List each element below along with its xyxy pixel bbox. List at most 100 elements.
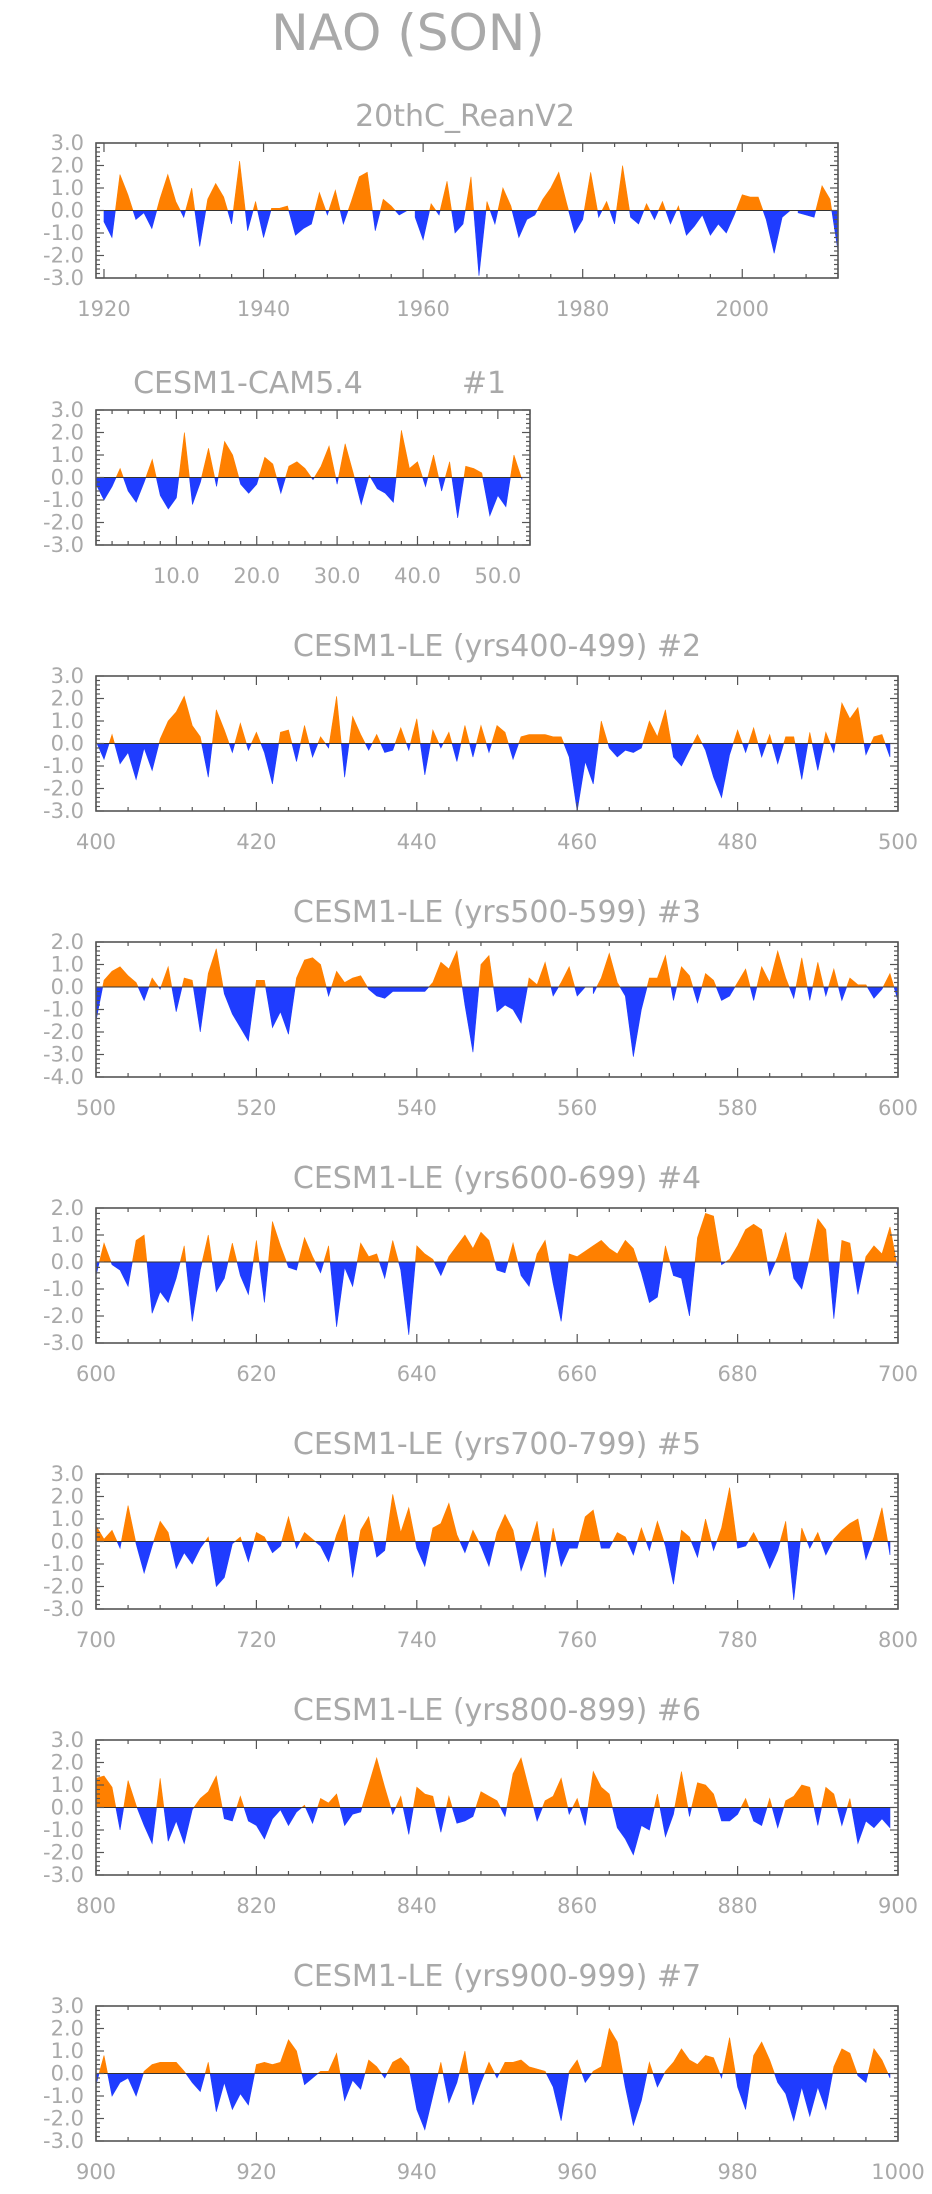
positive-area — [497, 187, 513, 211]
positive-area — [294, 957, 327, 988]
negative-area — [435, 210, 441, 216]
y-tick-label: -3.0 — [43, 266, 84, 290]
positive-area — [691, 1782, 718, 1808]
y-tick-label: -3.0 — [43, 1331, 84, 1355]
x-tick-label: 480 — [718, 830, 758, 854]
positive-area — [446, 1231, 496, 1263]
negative-area — [378, 1261, 389, 1280]
negative-area — [794, 743, 809, 780]
x-tick-label: 420 — [236, 830, 276, 854]
positive-area — [679, 1529, 692, 1542]
positive-area — [444, 461, 453, 478]
negative-area — [370, 477, 397, 503]
negative-area — [670, 743, 694, 767]
negative-area — [394, 210, 409, 216]
positive-area — [662, 1245, 671, 1263]
y-tick-label: 2.0 — [51, 421, 84, 445]
y-tick-label: 0.0 — [51, 1530, 84, 1554]
x-tick-label: 980 — [718, 2160, 758, 2184]
negative-area — [741, 743, 749, 754]
negative-area — [257, 210, 272, 238]
positive-area — [463, 465, 483, 478]
positive-area — [475, 1791, 501, 1808]
negative-area — [291, 743, 301, 762]
positive-area — [732, 729, 743, 744]
negative-area — [245, 743, 252, 752]
plot-frame — [95, 1207, 899, 1344]
y-tick-label: 3.0 — [51, 398, 84, 422]
y-tick-label: 2.0 — [51, 930, 84, 954]
y-tick-label: -2.0 — [43, 1304, 84, 1328]
positive-area — [779, 1521, 789, 1542]
positive-area — [317, 1793, 341, 1808]
positive-area — [567, 1239, 639, 1263]
positive-area — [591, 2027, 624, 2074]
positive-area — [692, 733, 703, 744]
y-tick-label: 0.0 — [51, 199, 84, 223]
positive-area — [867, 2048, 889, 2074]
negative-area — [663, 1541, 681, 1585]
negative-area — [185, 2073, 206, 2093]
positive-area — [98, 2055, 108, 2074]
negative-area — [214, 477, 219, 487]
positive-area — [748, 726, 759, 744]
positive-area — [234, 1536, 243, 1542]
positive-area — [201, 448, 216, 478]
y-tick-label: 1.0 — [51, 1223, 84, 1247]
positive-area — [756, 949, 790, 988]
x-tick-label: 900 — [878, 1894, 918, 1918]
negative-area — [442, 2073, 460, 2104]
negative-area — [669, 1261, 696, 1317]
negative-area — [451, 1807, 477, 1824]
positive-area — [557, 965, 576, 988]
y-tick-label: -3.0 — [43, 2129, 84, 2153]
y-tick-label: -2.0 — [43, 2107, 84, 2131]
negative-area — [692, 986, 703, 1004]
x-tick-label: 30.0 — [314, 564, 361, 588]
positive-area — [268, 1221, 287, 1263]
negative-area — [314, 1261, 325, 1274]
negative-area — [670, 986, 678, 1001]
negative-area — [116, 1541, 122, 1550]
positive-area — [348, 715, 366, 744]
x-tick-label: 520 — [236, 1096, 276, 1120]
negative-area — [372, 210, 381, 231]
negative-area — [266, 1541, 283, 1554]
positive-area — [658, 200, 667, 211]
positive-area — [148, 977, 160, 988]
negative-area — [339, 210, 349, 226]
positive-area — [179, 1245, 187, 1263]
y-tick-label: -1.0 — [43, 488, 84, 512]
positive-area — [812, 962, 825, 988]
positive-area — [300, 725, 310, 744]
positive-area — [299, 1532, 317, 1542]
negative-area — [563, 743, 599, 811]
negative-area — [155, 477, 180, 510]
y-tick-label: 0.0 — [51, 1796, 84, 1820]
positive-area — [204, 2062, 211, 2074]
positive-area — [530, 1521, 541, 1542]
x-tick-label: 400 — [76, 830, 116, 854]
negative-area — [335, 477, 339, 485]
positive-area — [158, 695, 202, 744]
x-tick-label: 860 — [557, 1894, 597, 1918]
positive-area — [663, 2048, 721, 2074]
y-tick-label: 1.0 — [51, 709, 84, 733]
positive-area — [674, 1771, 689, 1808]
positive-area — [120, 1505, 136, 1542]
positive-area — [783, 1784, 815, 1808]
x-tick-label: 640 — [397, 1362, 437, 1386]
negative-area — [511, 210, 538, 239]
negative-area — [622, 2073, 648, 2127]
negative-area — [482, 477, 511, 517]
negative-area — [402, 1807, 414, 1835]
positive-area — [458, 2050, 469, 2074]
x-tick-label: 760 — [557, 1628, 597, 1652]
positive-area — [298, 1236, 316, 1263]
positive-area — [722, 2037, 736, 2074]
positive-area — [385, 1494, 416, 1542]
positive-area — [236, 1795, 245, 1808]
negative-area — [288, 210, 316, 236]
negative-area — [451, 743, 462, 762]
negative-area — [748, 1807, 768, 1826]
